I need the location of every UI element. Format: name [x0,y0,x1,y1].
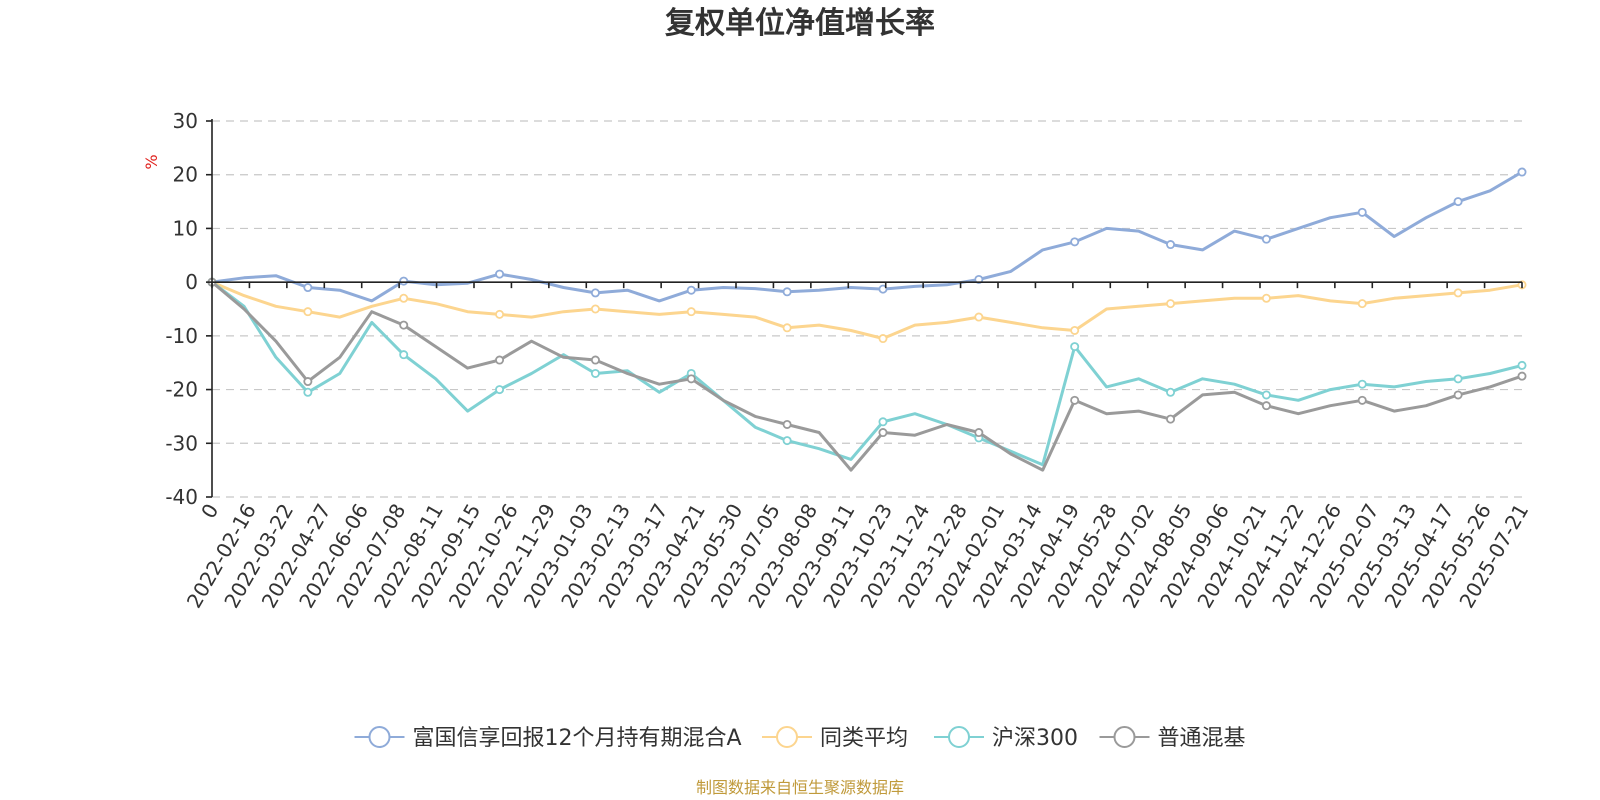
y-tick-label: 0 [185,270,198,294]
series-point [1453,197,1463,207]
series-point [1357,207,1367,217]
series-point [878,284,888,294]
legend-label: 富国信享回报12个月持有期混合A [413,726,742,751]
legend-circle-marker [368,726,391,748]
series-point [1357,379,1367,389]
series-point [1070,325,1080,335]
legend-circle-marker [948,726,970,748]
legend-label: 普通混基 [1158,726,1246,751]
series-point [1517,360,1527,370]
legend-item[interactable]: 富国信享回报12个月持有期混合A [354,726,742,751]
series-point [1166,299,1176,309]
y-tick-label: -30 [165,431,198,455]
series-point [782,419,792,429]
source-note: 制图数据来自恒生聚源数据库 [696,778,904,797]
series-point [878,334,888,344]
series-line-0 [211,170,1523,303]
series-point [399,276,409,286]
series-point [1166,387,1176,397]
x-tick-label: 0 [196,500,223,523]
series-point [1070,237,1080,247]
series-point [495,385,505,395]
series-point [590,288,600,298]
series-point [399,320,409,330]
series-lines [207,167,1527,472]
series-point [878,428,888,438]
series-point [303,283,313,293]
legend-item[interactable]: 同类平均 [762,726,908,751]
series-point [303,377,313,387]
series-point [590,368,600,378]
series-point [495,309,505,319]
chart-title: 复权单位净值增长率 [665,6,935,41]
y-tick-label: 20 [173,163,198,187]
series-point [686,374,696,384]
y-tick-label: -40 [165,485,198,509]
series-point [1453,390,1463,400]
series-point [590,355,600,365]
legend-item[interactable]: 沪深300 [934,726,1078,751]
legend-item[interactable]: 普通混基 [1099,726,1246,751]
series-point [686,307,696,317]
y-tick-label: -10 [165,324,198,348]
series-line-1 [211,280,1523,340]
series-point [1357,299,1367,309]
series-point [878,417,888,427]
series-point [399,350,409,360]
legend-circle-marker [1113,726,1136,748]
series-point [1070,395,1080,405]
x-tick-labels: 02022-02-162022-03-222022-04-272022-06-0… [182,500,1533,613]
series-point [590,304,600,314]
series-line-3 [211,280,1523,472]
series-point [1357,395,1367,405]
series-point [303,307,313,317]
series-point [495,269,505,279]
y-tick-label: 10 [173,216,198,240]
series-point [399,293,409,303]
series-point [1261,390,1271,400]
axes [206,119,1523,498]
series-point [1261,401,1271,411]
legend-circle-marker [776,726,798,748]
series-point [974,274,984,284]
series-point [782,287,792,297]
series-point [974,428,984,438]
y-axis-unit-label: % [142,154,161,169]
series-point [1517,371,1527,381]
series-point [1261,293,1271,303]
series-point [1453,288,1463,298]
series-point [974,312,984,322]
series-line-2 [211,280,1523,467]
series-point [495,355,505,365]
series-point [1166,414,1176,424]
y-tick-labels: 30 20 10 0 -10 -20 -30 -40 [165,109,198,509]
series-point [782,323,792,333]
series-point [1517,167,1527,177]
y-tick-label: -20 [165,378,198,402]
legend-label: 沪深300 [992,726,1078,751]
series-point [1453,374,1463,384]
legend-label: 同类平均 [820,726,908,751]
series-point [686,285,696,295]
series-point [782,436,792,446]
series-point [1070,342,1080,352]
series-point [1166,240,1176,250]
series-point [303,387,313,397]
legend[interactable]: 富国信享回报12个月持有期混合A 同类平均 沪深300 普通混基 [354,726,1246,751]
series-point [1261,234,1271,244]
y-tick-label: 30 [173,109,198,133]
